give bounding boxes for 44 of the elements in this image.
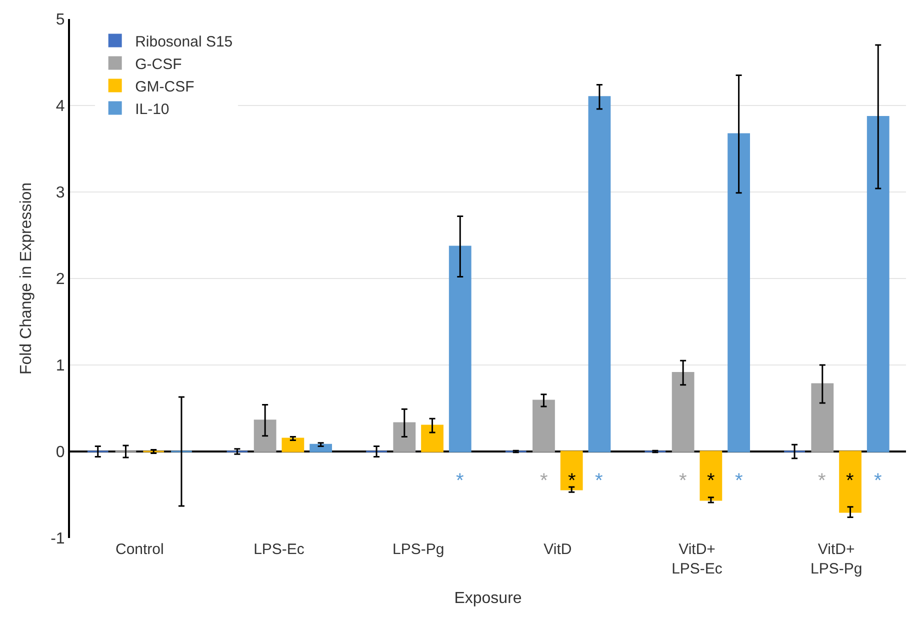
- x-tick-label: LPS-Ec: [254, 541, 305, 558]
- y-tick-label: 3: [56, 184, 65, 202]
- bar: [811, 383, 834, 452]
- bar: [866, 116, 890, 452]
- bar: [532, 400, 555, 452]
- bar: [672, 372, 694, 452]
- annotation: *: [595, 470, 603, 492]
- bar: [421, 424, 444, 452]
- x-axis-title: Exposure: [454, 590, 522, 608]
- y-tick-label: 4: [56, 98, 65, 116]
- bar: [393, 422, 416, 452]
- annotation: *: [456, 470, 464, 492]
- bar: [728, 133, 750, 452]
- annotation: *: [568, 470, 576, 492]
- x-tick-label: VitD: [544, 541, 572, 558]
- x-tick-label: VitD+ LPS-Ec: [672, 541, 723, 578]
- bar: [839, 450, 862, 513]
- y-tick-label: 2: [56, 271, 65, 288]
- y-tick-label: -1: [50, 530, 65, 548]
- bar: [254, 420, 276, 452]
- x-tick-label: Control: [115, 541, 164, 558]
- x-tick-label: LPS-Pg: [392, 541, 444, 558]
- bar: [282, 438, 304, 452]
- legend-label: GM-CSF: [135, 78, 194, 96]
- annotation: *: [735, 470, 743, 492]
- legend-label: Ribosonal S15: [135, 33, 233, 50]
- annotation: *: [540, 470, 548, 492]
- bar: [560, 450, 583, 490]
- legend-label: G-CSF: [135, 56, 182, 73]
- y-tick-label: 1: [56, 358, 65, 375]
- legend-label: IL-10: [135, 100, 170, 118]
- annotation: *: [707, 470, 715, 492]
- bar: [310, 444, 332, 452]
- annotation: *: [846, 470, 854, 492]
- annotation: *: [874, 470, 882, 492]
- x-tick-label: VitD+ LPS-Pg: [810, 541, 862, 578]
- y-tick-label: 5: [56, 12, 65, 29]
- annotation: *: [818, 470, 826, 492]
- bar: [448, 246, 472, 452]
- bar: [700, 450, 722, 501]
- annotation: *: [679, 470, 687, 492]
- y-axis-title: Fold Change in Expression: [18, 182, 35, 375]
- y-tick-label: 0: [56, 444, 65, 462]
- bar: [588, 96, 611, 452]
